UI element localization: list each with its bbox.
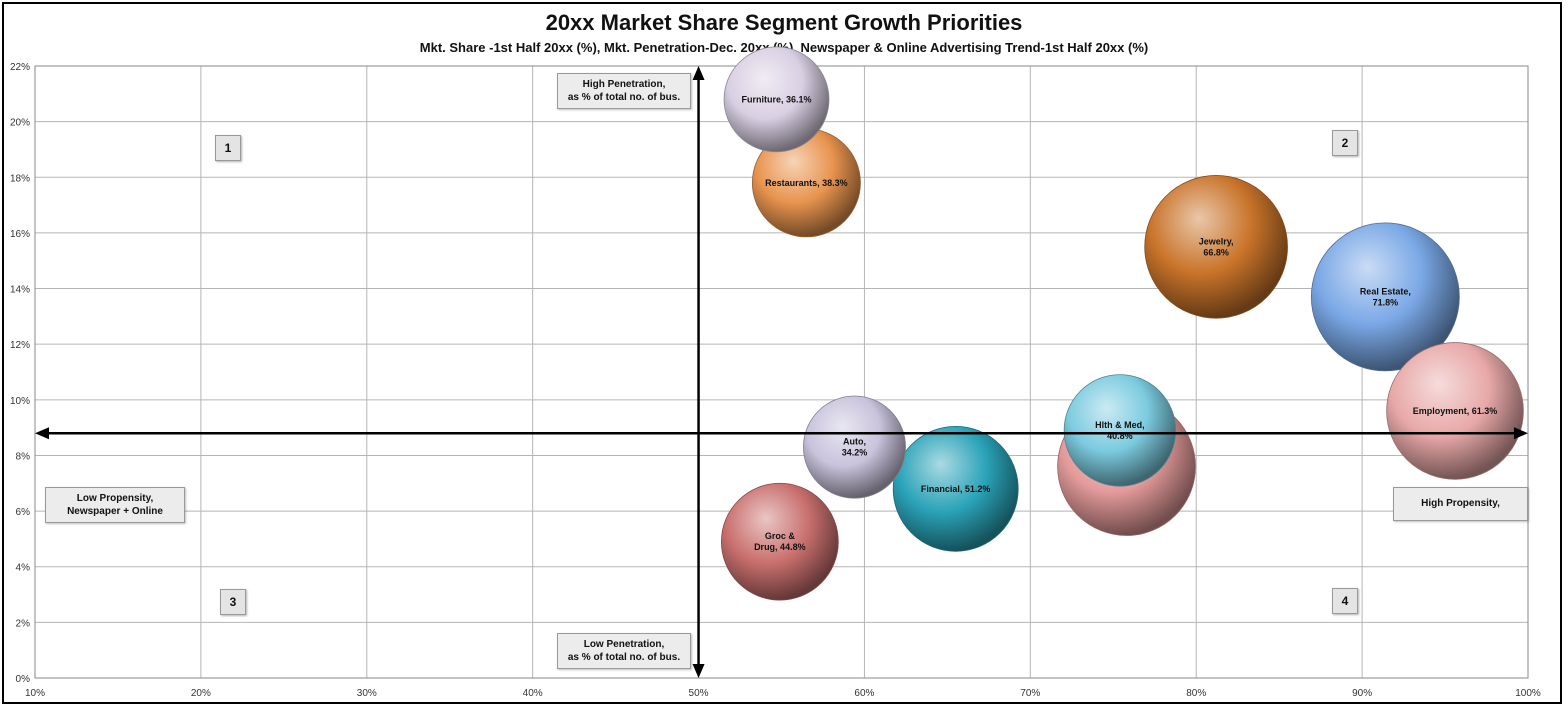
y-tick-label: 2%	[16, 618, 31, 629]
bubble: Financial, 51.2%	[892, 425, 1019, 552]
x-tick-label: 20%	[191, 688, 211, 699]
bubble-label: 40.8%	[1107, 431, 1133, 441]
y-tick-label: 4%	[16, 563, 31, 574]
up-arrowhead	[692, 66, 705, 80]
right-arrowhead	[1514, 427, 1528, 440]
bubble-circle	[723, 46, 830, 153]
bubble: Auto,34.2%	[803, 395, 906, 499]
x-tick-label: 50%	[689, 688, 709, 699]
bubble-label: Groc &	[765, 531, 796, 541]
quadrant-3-badge: 3	[220, 589, 246, 615]
bubble: Furniture, 36.1%	[723, 46, 830, 153]
quadrant-4-badge: 4	[1332, 588, 1358, 614]
left-arrowhead	[35, 427, 49, 440]
bubble-label: Hlth & Med,	[1095, 420, 1145, 430]
bubble-label: Jewelry,	[1199, 236, 1234, 246]
low-penetration-label: Low Penetration, as % of total no. of bu…	[557, 633, 691, 669]
x-tick-label: 30%	[357, 688, 377, 699]
bubble-label: Financial, 51.2%	[921, 484, 991, 494]
bubble-circle	[1310, 222, 1460, 372]
y-tick-label: 14%	[10, 285, 30, 296]
bubble: Groc &Drug, 44.8%	[720, 482, 839, 601]
bubble-label: Furniture, 36.1%	[742, 94, 812, 104]
x-tick-label: 80%	[1186, 688, 1206, 699]
bubble: Real Estate,71.8%	[1310, 222, 1460, 372]
y-tick-label: 6%	[16, 507, 31, 518]
quadrant-2-badge: 2	[1332, 130, 1358, 156]
y-tick-label: 10%	[10, 396, 30, 407]
y-tick-label: 16%	[10, 229, 30, 240]
bubble-label: 34.2%	[842, 448, 868, 458]
y-tick-label: 22%	[10, 62, 30, 73]
bubble-label: Real Estate,	[1360, 286, 1411, 296]
y-tick-label: 20%	[10, 118, 30, 129]
high-penetration-label: High Penetration, as % of total no. of b…	[557, 73, 691, 109]
quadrant-1-badge: 1	[215, 135, 241, 161]
bubble-label: Restaurants, 38.3%	[765, 178, 848, 188]
bubble-label: Drug, 44.8%	[754, 542, 806, 552]
x-tick-label: 100%	[1515, 688, 1541, 699]
x-tick-label: 70%	[1020, 688, 1040, 699]
bubble-label: 66.8%	[1203, 247, 1229, 257]
y-tick-label: 18%	[10, 173, 30, 184]
bubble: Employment, 61.3%	[1386, 342, 1524, 480]
high-propensity-label: High Propensity,	[1393, 487, 1528, 521]
bubble-label: 71.8%	[1373, 297, 1399, 307]
x-tick-label: 40%	[523, 688, 543, 699]
bubble-circle	[803, 395, 906, 499]
x-tick-label: 10%	[25, 688, 45, 699]
bubble-circle	[1063, 374, 1177, 487]
bubble-circle	[1144, 175, 1288, 319]
bubble-label: Employment, 61.3%	[1413, 406, 1498, 416]
y-tick-label: 12%	[10, 340, 30, 351]
chart-title: 20xx Market Share Segment Growth Priorit…	[545, 10, 1023, 35]
y-tick-label: 8%	[16, 451, 31, 462]
bubble-circle	[720, 482, 839, 601]
x-tick-label: 90%	[1352, 688, 1372, 699]
bubble-circle	[1386, 342, 1524, 480]
bubble-label: Auto,	[843, 437, 866, 447]
bubble: Jewelry,66.8%	[1144, 175, 1288, 319]
x-tick-label: 60%	[854, 688, 874, 699]
low-propensity-label: Low Propensity, Newspaper + Online	[45, 487, 185, 523]
bubble-circle	[892, 425, 1019, 552]
down-arrowhead	[692, 664, 705, 678]
tick-labels: 10% 20% 30% 40% 50% 60% 70% 80% 90% 100% 0% 2% 4% 6% 8…	[10, 62, 1541, 699]
y-tick-label: 0%	[16, 674, 31, 685]
quadrant-axes	[35, 66, 1528, 678]
bubble: Hlth & Med,40.8%	[1063, 374, 1177, 487]
